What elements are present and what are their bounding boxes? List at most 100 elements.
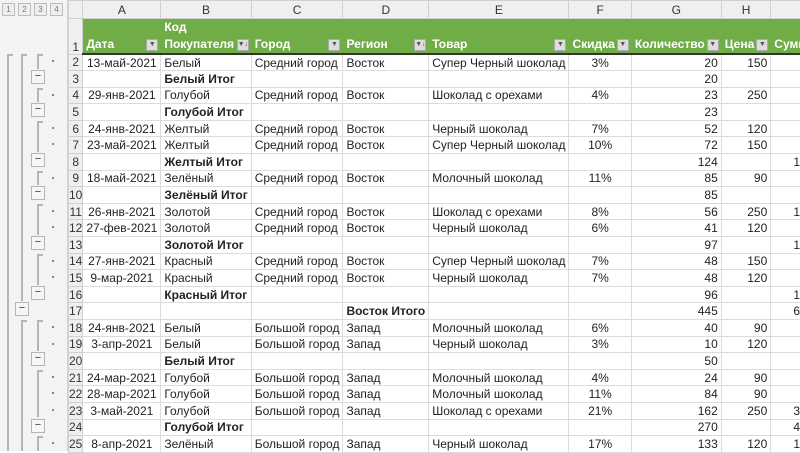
cell-qty[interactable]: 40	[631, 320, 721, 337]
cell-sum[interactable]: 15518	[771, 154, 800, 171]
column-header-F[interactable]: F	[569, 1, 631, 19]
cell-disc[interactable]: 6%	[569, 320, 631, 337]
row-header-21[interactable]: 21	[69, 369, 83, 386]
cell-price[interactable]	[721, 353, 771, 370]
cell-sum[interactable]: 4626	[771, 220, 800, 237]
cell-buyer[interactable]: Красный Итог	[161, 286, 251, 303]
cell-disc[interactable]	[569, 104, 631, 121]
cell-disc[interactable]: 11%	[569, 386, 631, 403]
cell-date[interactable]	[83, 419, 161, 436]
row-header-8[interactable]: 8	[69, 154, 83, 171]
cell-date[interactable]: 8-апр-2021	[83, 436, 161, 453]
cell-product[interactable]: Супер Черный шоколад	[429, 253, 569, 270]
cell-product[interactable]	[429, 187, 569, 204]
cell-disc[interactable]	[569, 419, 631, 436]
cell-city[interactable]	[251, 71, 343, 88]
row-header-19[interactable]: 19	[69, 336, 83, 353]
cell-date[interactable]	[83, 154, 161, 171]
cell-date[interactable]: 24-янв-2021	[83, 320, 161, 337]
cell-city[interactable]: Средний город	[251, 270, 343, 287]
cell-date[interactable]: 24-янв-2021	[83, 120, 161, 137]
cell-price[interactable]	[721, 104, 771, 121]
cell-qty[interactable]: 48	[631, 253, 721, 270]
cell-disc[interactable]	[569, 286, 631, 303]
cell-sum[interactable]: 3000	[771, 71, 800, 88]
outline-level-3-button[interactable]: 3	[34, 3, 47, 16]
cell-disc[interactable]	[569, 353, 631, 370]
collapse-group-button[interactable]: −	[31, 286, 45, 300]
cell-sum[interactable]: 5100	[771, 353, 800, 370]
cell-buyer[interactable]: Красный	[161, 270, 251, 287]
cell-qty[interactable]: 96	[631, 286, 721, 303]
cell-price[interactable]: 250	[721, 203, 771, 220]
column-header-C[interactable]: C	[251, 1, 343, 19]
row-header-14[interactable]: 14	[69, 253, 83, 270]
cell-price[interactable]: 150	[721, 137, 771, 154]
cell-product[interactable]: Молочный шоколад	[429, 320, 569, 337]
cell-buyer[interactable]: Зелёный	[161, 170, 251, 187]
cell-region[interactable]: Восток	[343, 253, 429, 270]
row-header-18[interactable]: 18	[69, 320, 83, 337]
cell-disc[interactable]	[569, 154, 631, 171]
cell-qty[interactable]: 20	[631, 54, 721, 71]
cell-sum[interactable]: 5536	[771, 87, 800, 104]
cell-date[interactable]	[83, 71, 161, 88]
cell-region[interactable]: Восток	[343, 87, 429, 104]
column-header-G[interactable]: G	[631, 1, 721, 19]
row-header-16[interactable]: 16	[69, 286, 83, 303]
row-header-4[interactable]: 4	[69, 87, 83, 104]
cell-buyer[interactable]: Золотой Итог	[161, 237, 251, 254]
row-header-7[interactable]: 7	[69, 137, 83, 154]
outline-level-2-button[interactable]: 2	[18, 3, 31, 16]
cell-qty[interactable]: 24	[631, 369, 721, 386]
collapse-group-button[interactable]: −	[31, 70, 45, 84]
cell-disc[interactable]: 3%	[569, 336, 631, 353]
row-header-23[interactable]: 23	[69, 402, 83, 419]
cell-sum[interactable]: 1600	[771, 336, 800, 353]
cell-qty[interactable]: 85	[631, 170, 721, 187]
cell-price[interactable]	[721, 237, 771, 254]
cell-sum[interactable]: 6702	[771, 386, 800, 403]
cell-disc[interactable]: 17%	[569, 436, 631, 453]
cell-price[interactable]	[721, 71, 771, 88]
cell-sum[interactable]: 2077	[771, 369, 800, 386]
cell-product[interactable]	[429, 154, 569, 171]
cell-city[interactable]	[251, 154, 343, 171]
cell-sum[interactable]: 13170	[771, 436, 800, 453]
cell-price[interactable]	[721, 303, 771, 320]
cell-date[interactable]: 24-мар-2021	[83, 369, 161, 386]
cell-product[interactable]: Молочный шоколад	[429, 369, 569, 386]
filter-dropdown-icon[interactable]: ▼	[617, 39, 629, 51]
cell-price[interactable]: 120	[721, 220, 771, 237]
cell-buyer[interactable]: Зелёный	[161, 436, 251, 453]
row-header-12[interactable]: 12	[69, 220, 83, 237]
cell-disc[interactable]: 3%	[569, 54, 631, 71]
sort-filter-dropdown-icon[interactable]: ▼↓	[237, 39, 249, 51]
cell-buyer[interactable]: Белый	[161, 320, 251, 337]
cell-buyer[interactable]: Белый Итог	[161, 71, 251, 88]
cell-price[interactable]	[721, 286, 771, 303]
row-header-24[interactable]: 24	[69, 419, 83, 436]
select-all-button[interactable]	[69, 1, 83, 19]
cell-qty[interactable]: 445	[631, 303, 721, 320]
cell-city[interactable]: Большой город	[251, 386, 343, 403]
cell-disc[interactable]: 6%	[569, 220, 631, 237]
cell-product[interactable]: Черный шоколад	[429, 120, 569, 137]
cell-region[interactable]	[343, 154, 429, 171]
cell-sum[interactable]: 3000	[771, 54, 800, 71]
cell-city[interactable]: Большой город	[251, 402, 343, 419]
cell-disc[interactable]: 21%	[569, 402, 631, 419]
filter-dropdown-icon[interactable]: ▼	[146, 39, 158, 51]
column-header-E[interactable]: E	[429, 1, 569, 19]
collapse-group-button[interactable]: −	[31, 236, 45, 250]
cell-buyer[interactable]	[161, 303, 251, 320]
cell-product[interactable]: Черный шоколад	[429, 336, 569, 353]
cell-city[interactable]	[251, 187, 343, 204]
row-header-11[interactable]: 11	[69, 203, 83, 220]
column-header-D[interactable]: D	[343, 1, 429, 19]
cell-disc[interactable]: 7%	[569, 270, 631, 287]
cell-price[interactable]: 90	[721, 320, 771, 337]
cell-qty[interactable]: 52	[631, 120, 721, 137]
cell-sum[interactable]: 6772	[771, 187, 800, 204]
